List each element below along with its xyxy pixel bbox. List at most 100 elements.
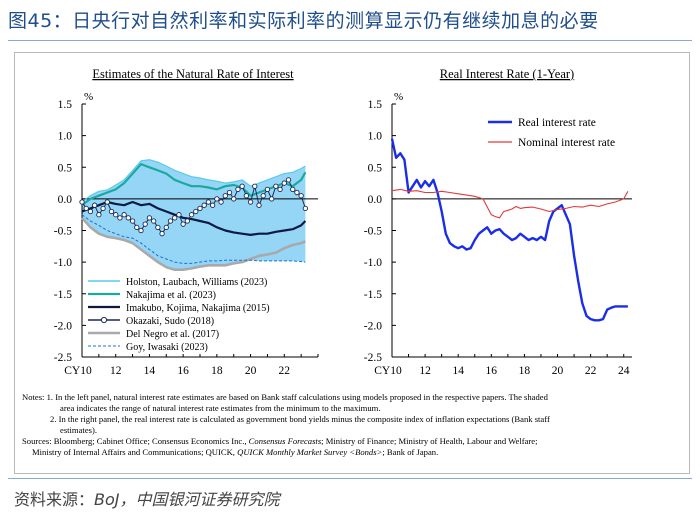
panel-1-okazaki-marker [150, 218, 157, 224]
panel-1-series-line-imakubo [81, 200, 307, 236]
panel-1-x-tick-label: 14 [144, 365, 156, 377]
panel-1-okazaki-marker [159, 231, 165, 237]
note-1-line-2: area indicates the range of natural inte… [60, 403, 381, 413]
panel-1-okazaki-marker [167, 218, 174, 224]
panel-1-okazaki-marker [235, 186, 241, 193]
notes-prefix-2: 2. [50, 414, 59, 424]
panel-2-x-tick-label: 12 [419, 365, 431, 377]
panel-1-okazaki-marker [142, 221, 148, 227]
panel-1-okazaki-marker [273, 183, 279, 189]
panel-2-series-line-real [390, 138, 628, 322]
panel-1-x-tick-label: 22 [279, 365, 291, 377]
panel-1-okazaki-marker [129, 218, 136, 224]
panel-1-okazaki-marker [205, 199, 212, 205]
panel-1-okazaki-marker [285, 177, 292, 183]
panel-1-okazaki-marker [134, 224, 140, 230]
panel-2-x-tick-label: CY10 [374, 365, 402, 377]
chart-notes: Notes: 1. In the left panel, natural int… [22, 392, 682, 458]
sources-line-2b: QUICK Monthly Market Survey <Bonds> [237, 447, 383, 457]
legend-label-holston: Holston, Laubach, Williams (2023) [126, 277, 267, 288]
note-2-line-1: In the right panel, the real interest ra… [58, 414, 550, 424]
panel-1-okazaki-marker [96, 212, 102, 218]
panel-1-series-line-goy [81, 214, 306, 264]
panel-1-okazaki-marker [239, 183, 245, 189]
panel-1-okazaki-marker [108, 208, 115, 215]
panel-2-y-tick-label: -2.5 [364, 352, 382, 364]
panel-1-unit-label: % [84, 91, 93, 103]
sources-line-2c: ; Bank of Japan. [382, 447, 439, 457]
legend-label-nominal: Nominal interest rate [518, 137, 615, 149]
panel-1-y-tick-label: 1.5 [58, 99, 73, 111]
panel-2-y-tick-label: 1.0 [368, 131, 383, 143]
source-label: 资料来源： [14, 490, 95, 509]
note-2-line-2: estimates). [60, 425, 97, 435]
panel-1-okazaki-marker [125, 215, 132, 221]
panel-1-okazaki-marker [298, 193, 304, 199]
panel-1-okazaki-marker [117, 215, 123, 221]
panel-1-okazaki-marker [243, 193, 250, 199]
panel-1-x-tick-label: 12 [110, 365, 122, 377]
panel-2-unit-label: % [394, 91, 403, 103]
panel-1-okazaki-marker [268, 196, 275, 202]
panel-1-okazaki-marker [193, 208, 199, 215]
legend-label-delnegro: Del Negro et al. (2017) [126, 329, 219, 340]
panel-1-series-line-nakajima [81, 163, 307, 207]
panel-1-okazaki-marker [277, 186, 283, 193]
panel-2-x-tick-label: 20 [552, 365, 564, 377]
panel-1-okazaki-marker [247, 199, 254, 205]
legend-label-imakubo: Imakubo, Kojima, Nakajima (2015) [126, 303, 270, 314]
panel-1-okazaki-marker [231, 196, 237, 202]
panel-1-okazaki-marker [226, 189, 233, 196]
panel-1-okazaki-marker [302, 205, 309, 212]
panel-2-y-tick-label: 1.5 [368, 99, 383, 111]
panel-2-y-tick-label: -2.0 [364, 320, 382, 332]
panel-2-x-tick-label: 16 [486, 365, 498, 377]
panel-1-y-tick-label: -1.5 [54, 289, 72, 301]
figure-title-bar: 图45：日央行对自然利率和实际利率的测算显示仍有继续加息的必要 [8, 6, 692, 36]
panel-2-x-tick-label: 22 [585, 365, 597, 377]
panel-1-okazaki-marker [222, 193, 228, 199]
panel-1-okazaki-marker [252, 183, 258, 189]
panel-1-okazaki-marker [113, 212, 119, 218]
sources-line-1c: ; Ministry of Finance; Ministry of Healt… [321, 436, 538, 446]
legend-label-real: Real interest rate [518, 117, 596, 129]
legend-label-okazaki: Okazaki, Sudo (2018) [126, 316, 214, 327]
panel-1-y-tick-label: -0.5 [54, 226, 72, 238]
legend-label-nakajima: Nakajima et al. (2023) [126, 290, 216, 301]
panel-1-okazaki-marker [138, 227, 144, 234]
panel-1-okazaki-marker [163, 224, 169, 230]
panel-1-okazaki-marker [260, 193, 266, 199]
panel-1-okazaki-marker [256, 202, 262, 208]
panel-1-okazaki-marker [121, 212, 127, 218]
panel-1-okazaki-marker [290, 186, 296, 193]
panel-2-x-tick-label: 24 [618, 365, 630, 377]
panel-1-okazaki-marker [83, 205, 89, 212]
panel-1-series-line-holston [81, 159, 306, 203]
legend-label-goy: Goy, Iwasaki (2023) [126, 342, 208, 353]
panel-2-x-tick-label: 14 [452, 365, 464, 377]
panel-1-okazaki-marker [91, 202, 98, 208]
sources-line-1a: Sources: Bloomberg; Cabinet Office; Cons… [22, 436, 249, 446]
source-line: 资料来源：BoJ，中国银河证券研究院 [14, 486, 280, 510]
panel-1-okazaki-marker [294, 189, 300, 196]
panel-1-okazaki-marker [214, 196, 220, 202]
source-divider [8, 478, 692, 479]
panel-1-x-tick-label: CY10 [64, 365, 92, 377]
panel-1-okazaki-marker [155, 224, 161, 230]
panel-1-okazaki-marker [184, 218, 191, 224]
panel-1-okazaki-marker [172, 215, 178, 221]
panel-2-y-tick-label: 0.5 [368, 162, 383, 174]
panel-1-okazaki-marker [209, 202, 216, 208]
legend-marker-okazaki [100, 316, 108, 324]
chart-frame [14, 52, 690, 474]
panel-1-okazaki-marker [264, 186, 271, 193]
panel-1-okazaki-marker [79, 199, 85, 205]
sources-line-1b: Consensus Forecasts [248, 436, 322, 446]
panel-1-y-tick-label: 0.5 [58, 162, 73, 174]
panel-1-okazaki-marker [104, 199, 110, 205]
panel-1-okazaki-marker [87, 208, 94, 215]
panel-2-y-tick-label: -1.5 [364, 289, 382, 301]
panel-2-x-tick-label: 18 [519, 365, 531, 377]
panel-1-y-tick-label: 1.0 [58, 131, 73, 143]
